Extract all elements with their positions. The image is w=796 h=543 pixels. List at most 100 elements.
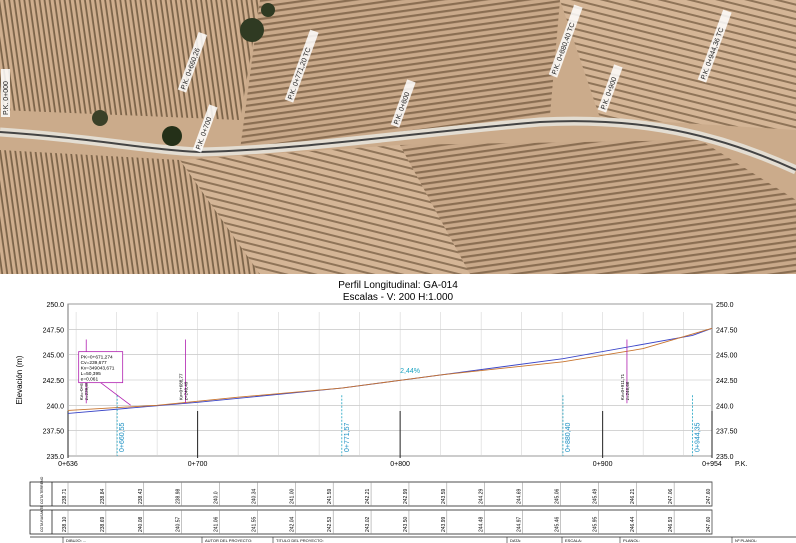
table-cell-value: 238.84 — [100, 488, 106, 504]
curve-box-leader — [100, 382, 132, 406]
table-cell-value: 241.06 — [214, 516, 220, 532]
chart-subtitle: Escalas - V: 200 H:1.000 — [343, 292, 454, 303]
vertical-callout-label: Kv=-0+666,91 — [79, 371, 84, 400]
vertical-callout-label: z=239,892 — [84, 379, 89, 401]
y-tick-label-left: 247.50 — [43, 327, 65, 334]
table-cell-value: 242.04 — [289, 516, 295, 532]
table-cell-value: 241.55 — [251, 516, 257, 532]
aerial-label-bg — [1, 69, 10, 117]
field-s — [180, 145, 470, 274]
vertical-callout-label: Kv=0+911,71 — [620, 373, 625, 400]
table-cell-value: 244.97 — [517, 516, 523, 532]
y-tick-label-right: 240.0 — [716, 403, 734, 410]
x-tick-label: 0+800 — [390, 461, 410, 468]
footer-label: TITULO DEL PROYECTO: — [276, 538, 324, 543]
table-cell-value: 247.60 — [706, 488, 712, 504]
table-cell-value: 246.93 — [668, 516, 674, 532]
aerial-label-bg — [177, 31, 208, 93]
field-ne — [560, 0, 796, 130]
slope-label: 2,44% — [400, 368, 420, 375]
y-tick-label-right: 235.0 — [716, 454, 734, 461]
table-cell-value: 238.43 — [138, 488, 144, 504]
table-cell-value: 243.02 — [365, 516, 371, 532]
vertical-callout-label: Kv=0+688,77 — [178, 373, 183, 400]
chart-title: Perfil Longitudinal: GA-014 — [338, 280, 458, 291]
footer-label: ESCALA: — [565, 538, 582, 543]
footer-label: Nº PLANOL: — [735, 538, 757, 543]
y-tick-label-right: 247.50 — [716, 327, 738, 334]
pk-callout-label: 0+880,40 — [565, 423, 572, 452]
field-n — [240, 0, 560, 150]
y-tick-label-left: 250.0 — [46, 302, 64, 309]
footer-label: DATA: — [510, 538, 521, 543]
table-cell-value: 242.99 — [403, 488, 409, 504]
table-cell-value: 247.60 — [706, 516, 712, 532]
y-tick-label-right: 242.50 — [716, 378, 738, 385]
y-tick-label-right: 245.00 — [716, 353, 738, 360]
profile-panel: Perfil Longitudinal: GA-014 Escalas - V:… — [0, 274, 796, 543]
table-row-label: COTA TERRENO — [40, 476, 44, 504]
y-tick-label-right: 250.0 — [716, 302, 734, 309]
aerial-label-bg — [697, 9, 732, 83]
table-cell-value: 247.06 — [668, 488, 674, 504]
tree — [261, 3, 275, 17]
table-cell-value: 240.34 — [251, 488, 257, 504]
y-tick-label-left: 240.0 — [46, 403, 64, 410]
table-cell-value: 245.95 — [592, 516, 598, 532]
table-cell-value: 240.57 — [176, 516, 182, 532]
table-cell-value: 238.10 — [62, 516, 68, 532]
field-sw — [0, 150, 260, 274]
longitudinal-profile: Perfil Longitudinal: GA-014 Escalas - V:… — [15, 280, 796, 543]
curve-parameter-text: L=50,395 — [81, 371, 101, 377]
table-cell-value: 244.48 — [479, 516, 485, 532]
x-tick-label: 0+954 — [702, 461, 722, 468]
y-tick-label-left: 237.50 — [43, 429, 65, 436]
aerial-label-text: P.K. 0+000 — [3, 81, 10, 115]
table-cell-value: 238.98 — [176, 488, 182, 504]
vertical-callout-label: z=240,49 — [183, 381, 188, 400]
table-cell-value: 246.44 — [630, 516, 636, 532]
y-axis-label: Elevación (m) — [15, 355, 24, 404]
footer-label: DIBUJO: ... — [66, 538, 86, 543]
tree — [162, 126, 182, 146]
profile-series-line — [67, 327, 713, 414]
table-row-label: COTA RASANTE — [40, 505, 44, 532]
table-cell-value: 245.49 — [592, 488, 598, 504]
x-tick-label: 0+700 — [188, 461, 208, 468]
road-axis — [0, 120, 796, 171]
field-se — [400, 140, 796, 274]
table-cell-value: 246.21 — [630, 488, 636, 504]
y-tick-label-left: 242.50 — [43, 378, 65, 385]
table-cell-value: 244.69 — [517, 488, 523, 504]
table-cell-value: 240.0 — [214, 491, 220, 504]
curve-parameter-text: Cv=239,677 — [81, 360, 107, 366]
table-cell-value: 241.59 — [327, 488, 333, 504]
table-cell-value: 242.53 — [327, 516, 333, 532]
profile-series-line — [67, 327, 713, 411]
curve-parameter-text: PK=0+671,274 — [81, 355, 113, 361]
curve-parameter-box — [78, 351, 124, 384]
x-axis-end-label: P.K. — [735, 461, 747, 468]
aerial-label-bg — [390, 79, 416, 128]
table-cell-value: 245.46 — [554, 516, 560, 532]
vertical-callout-label: z=246,66 — [625, 381, 630, 400]
tree — [240, 18, 264, 42]
footer-label: PLANOL: — [623, 538, 640, 543]
aerial-label-bg — [192, 104, 218, 153]
tree — [92, 110, 108, 126]
table-cell-value: 243.59 — [441, 488, 447, 504]
table-cell-value: 245.06 — [554, 488, 560, 504]
table-cell-value: 240.08 — [138, 516, 144, 532]
y-tick-label-left: 245.00 — [43, 353, 65, 360]
table-cell-value: 243.50 — [403, 516, 409, 532]
aerial-label-bg — [548, 4, 583, 78]
x-tick-label: 0+636 — [58, 461, 78, 468]
pk-callout-label: 0+660,55 — [119, 423, 126, 452]
footer-label: AUTOR DEL PROYECTO: — [205, 538, 252, 543]
aerial-label-bg — [597, 64, 623, 113]
y-tick-label-left: 235.0 — [46, 454, 64, 461]
pk-callout-label: 0+771,57 — [344, 423, 351, 452]
table-cell-value: 241.00 — [289, 488, 295, 504]
table-cell-value: 238.69 — [100, 516, 106, 532]
